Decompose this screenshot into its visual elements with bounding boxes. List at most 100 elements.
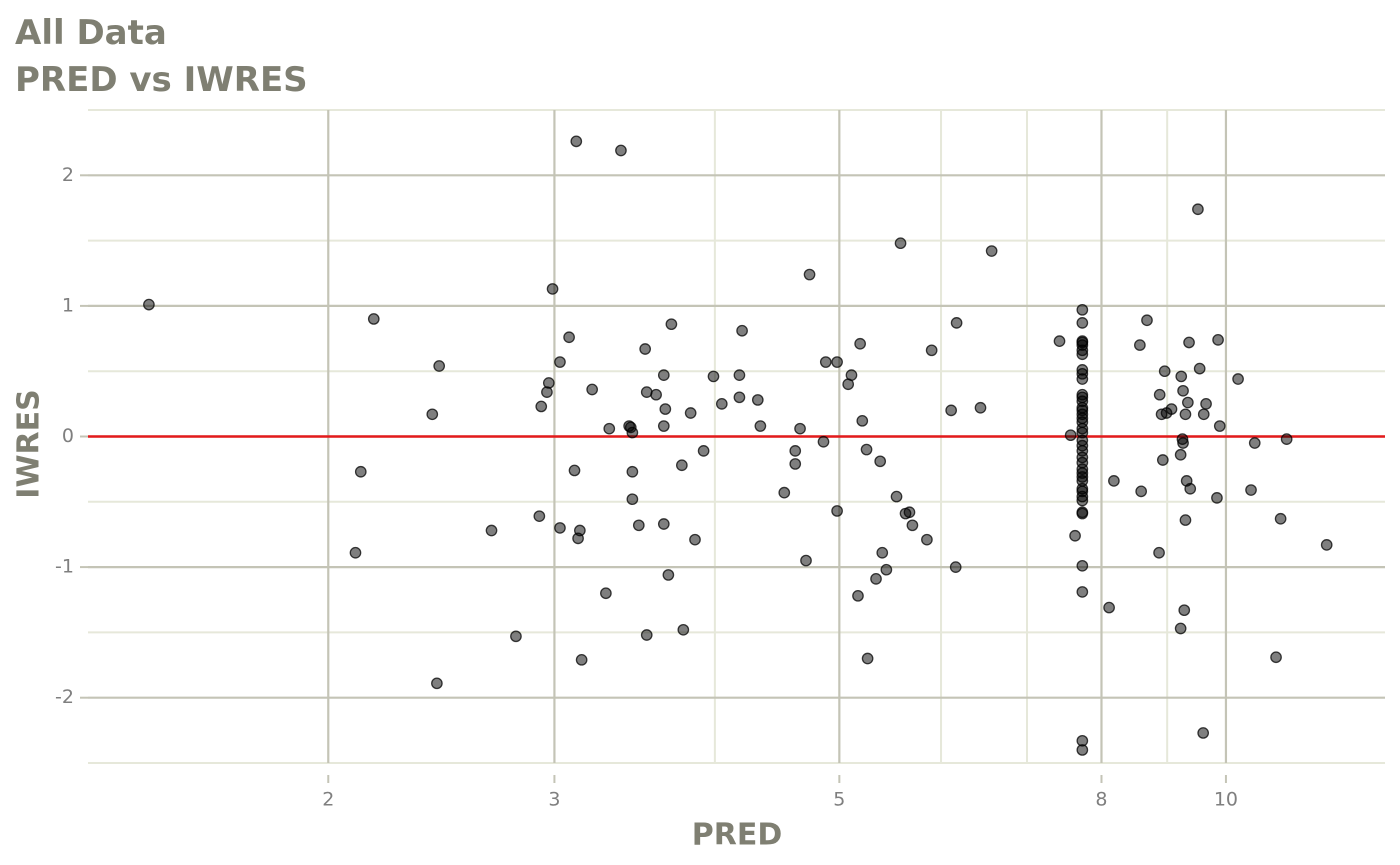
x-tick-label: 2	[322, 789, 334, 811]
point	[662, 569, 675, 581]
point	[794, 422, 806, 435]
point	[615, 144, 627, 157]
point	[1177, 384, 1189, 397]
point	[1076, 373, 1089, 385]
point	[433, 360, 446, 372]
point	[1076, 494, 1089, 507]
point	[650, 388, 662, 401]
point	[1076, 586, 1089, 598]
point	[354, 465, 367, 478]
point	[874, 455, 887, 468]
point	[542, 377, 555, 389]
point	[945, 404, 958, 417]
point	[1076, 507, 1089, 520]
point	[510, 630, 522, 643]
point	[632, 519, 645, 532]
point	[568, 464, 581, 477]
point	[860, 443, 873, 456]
point	[1069, 529, 1081, 542]
point	[1076, 744, 1089, 756]
point	[803, 268, 816, 281]
point	[1153, 546, 1165, 559]
point	[574, 524, 586, 537]
point	[675, 459, 688, 472]
point	[903, 506, 916, 519]
point	[1153, 388, 1166, 401]
point	[1165, 403, 1178, 415]
x-tick-label: 3	[548, 789, 560, 811]
y-tick-label: 1	[62, 294, 74, 316]
point	[715, 397, 728, 410]
point	[880, 563, 893, 576]
point	[535, 400, 548, 413]
point	[1177, 437, 1189, 449]
point	[819, 356, 832, 368]
point	[974, 401, 987, 414]
point	[1232, 373, 1244, 385]
point	[906, 519, 919, 532]
point	[1135, 485, 1148, 498]
point	[554, 522, 566, 534]
point	[485, 524, 498, 537]
point	[1053, 335, 1066, 348]
point	[800, 554, 812, 567]
point	[586, 383, 599, 396]
point	[852, 589, 864, 602]
point	[1178, 604, 1191, 617]
y-tick-label: -1	[55, 556, 74, 578]
point	[563, 331, 575, 344]
point	[789, 458, 802, 470]
point	[665, 318, 678, 331]
point	[789, 445, 802, 457]
point	[640, 629, 653, 641]
point	[677, 623, 690, 636]
y-axis-title: IWRES	[12, 389, 47, 498]
point	[1174, 622, 1187, 635]
point	[659, 403, 672, 415]
point	[817, 435, 830, 448]
point	[1193, 362, 1206, 375]
point	[1274, 512, 1287, 525]
point	[697, 445, 710, 457]
point	[367, 313, 380, 325]
point	[925, 344, 938, 357]
point	[1197, 408, 1210, 421]
point	[603, 422, 616, 435]
point	[657, 518, 670, 530]
x-tick-label: 5	[833, 789, 845, 811]
point	[554, 356, 566, 368]
point	[533, 510, 546, 523]
point	[626, 493, 639, 506]
point	[876, 546, 889, 559]
point	[736, 324, 748, 337]
x-tick-label: 8	[1095, 789, 1107, 811]
point	[1213, 420, 1226, 432]
point	[1076, 317, 1089, 329]
point	[1179, 408, 1192, 421]
y-tick-label: -2	[55, 686, 74, 708]
point	[1192, 203, 1204, 216]
point	[1064, 429, 1077, 442]
point	[1212, 334, 1224, 346]
point	[845, 369, 858, 381]
point	[689, 533, 701, 546]
point	[1076, 303, 1089, 316]
point	[733, 391, 746, 404]
x-axis-title: PRED	[692, 818, 782, 853]
point	[1108, 475, 1120, 487]
y-tick-label: 0	[62, 425, 74, 447]
point	[570, 135, 583, 148]
point	[831, 505, 843, 517]
point	[754, 420, 767, 432]
point	[831, 356, 843, 368]
point	[707, 370, 720, 383]
chart-subtitle: PRED vs IWRES	[15, 60, 308, 100]
point	[1211, 492, 1223, 504]
point	[1280, 433, 1293, 445]
point	[1158, 365, 1171, 378]
point	[1320, 539, 1333, 551]
point	[1200, 397, 1212, 410]
point	[856, 414, 869, 427]
chart-title: All Data	[15, 13, 167, 53]
